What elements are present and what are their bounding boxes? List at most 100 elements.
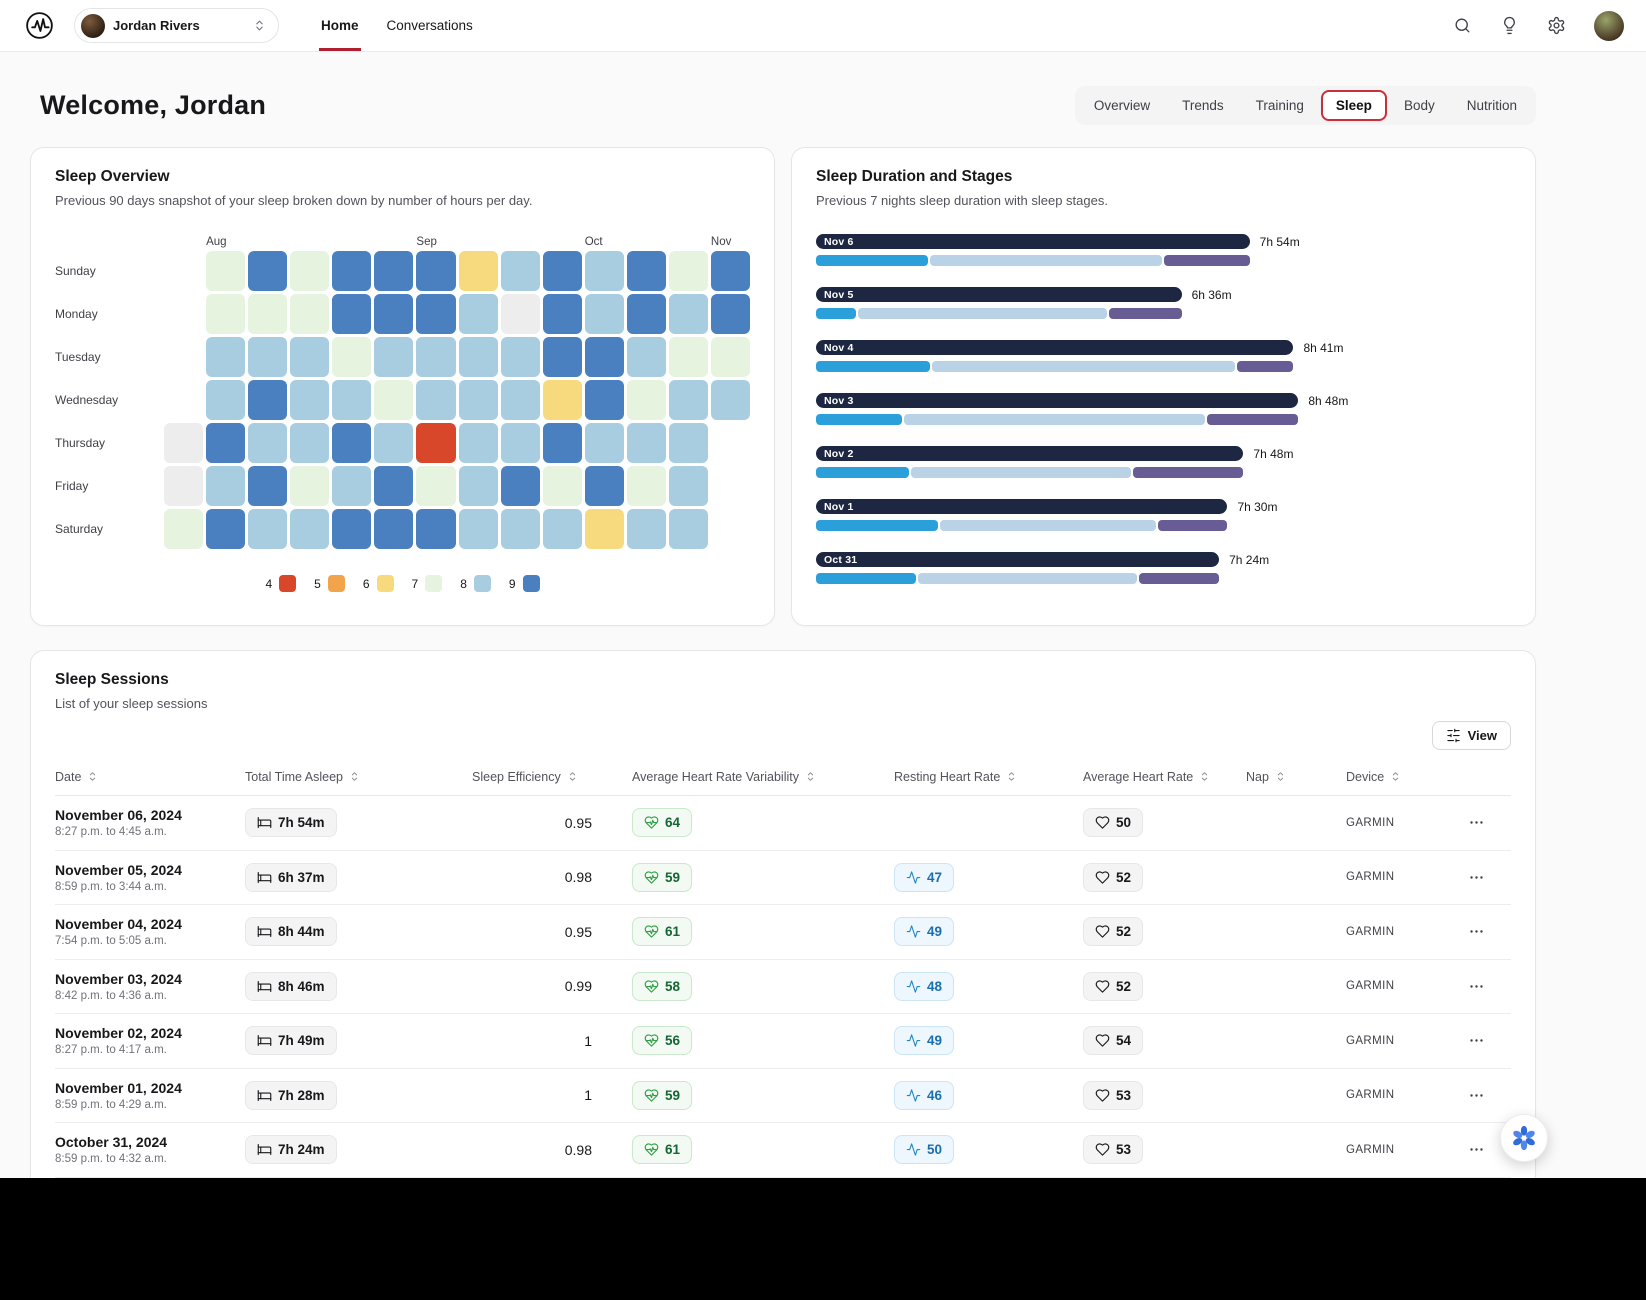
session-time-range: 7:54 p.m. to 5:05 a.m. bbox=[55, 935, 167, 948]
total-time-asleep-badge: 8h 44m bbox=[245, 917, 337, 947]
heatmap-cell bbox=[500, 509, 540, 549]
column-header-average-heart-rate[interactable]: Average Heart Rate bbox=[1083, 770, 1246, 784]
row-menu-button[interactable] bbox=[1464, 1083, 1489, 1108]
view-button-label: View bbox=[1467, 728, 1497, 743]
heatmap-month-label bbox=[669, 230, 708, 248]
sleep-efficiency-value: 1 bbox=[584, 1087, 592, 1104]
bed-icon bbox=[257, 926, 272, 938]
main-content: Welcome, Jordan Overview Trends Training Sl… bbox=[0, 86, 1646, 1199]
night-date-label: Nov 6 bbox=[824, 235, 854, 248]
column-header-sleep-efficiency[interactable]: Sleep Efficiency bbox=[472, 770, 632, 784]
heatmap-cell bbox=[332, 337, 372, 377]
column-header-device[interactable]: Device bbox=[1346, 770, 1441, 784]
bottom-band bbox=[0, 1178, 1646, 1300]
heatmap-cell bbox=[332, 251, 372, 291]
row-menu-button[interactable] bbox=[1464, 865, 1489, 890]
gear-icon[interactable] bbox=[1547, 16, 1566, 35]
heatmap-blank bbox=[711, 466, 750, 506]
ellipsis-icon bbox=[1469, 930, 1483, 933]
heart-icon bbox=[1095, 1089, 1110, 1102]
heatmap-month-label bbox=[290, 230, 329, 248]
tab-body[interactable]: Body bbox=[1389, 90, 1450, 121]
row-menu-button[interactable] bbox=[1464, 1028, 1489, 1053]
sleep-duration-card: Sleep Duration and Stages Previous 7 nig… bbox=[791, 147, 1536, 626]
nav-link-conversations[interactable]: Conversations bbox=[386, 18, 473, 33]
session-date: November 05, 2024 bbox=[55, 861, 182, 878]
heatmap-legend: 4 5 6 7 8 9 bbox=[55, 575, 750, 592]
view-button[interactable]: View bbox=[1431, 721, 1511, 750]
team-selector[interactable]: Jordan Rivers bbox=[74, 8, 279, 43]
night-stages-bar bbox=[816, 414, 1299, 425]
assistant-fab[interactable] bbox=[1500, 1114, 1548, 1162]
heatmap-month-label bbox=[164, 230, 203, 248]
column-header-resting-heart-rate[interactable]: Resting Heart Rate bbox=[894, 770, 1083, 784]
row-menu-button[interactable] bbox=[1464, 1137, 1489, 1162]
lightbulb-icon[interactable] bbox=[1500, 16, 1519, 35]
tab-overview[interactable]: Overview bbox=[1079, 90, 1165, 121]
tab-training[interactable]: Training bbox=[1241, 90, 1319, 121]
hrv-badge: 64 bbox=[632, 808, 693, 838]
hrv-badge: 61 bbox=[632, 917, 693, 947]
stage-deep-segment bbox=[816, 361, 930, 372]
session-date: November 02, 2024 bbox=[55, 1025, 182, 1042]
heatmap-cell bbox=[248, 294, 288, 334]
bed-icon bbox=[257, 1035, 272, 1047]
session-time-range: 8:59 p.m. to 4:29 a.m. bbox=[55, 1098, 167, 1111]
bed-icon bbox=[257, 1144, 272, 1156]
navbar-right bbox=[1453, 0, 1624, 51]
user-avatar[interactable] bbox=[1594, 10, 1624, 41]
row-menu-button[interactable] bbox=[1464, 974, 1489, 999]
heatmap-cell bbox=[458, 423, 498, 463]
bed-icon bbox=[257, 817, 272, 829]
total-time-asleep-badge: 7h 54m bbox=[245, 808, 337, 838]
pulse-icon bbox=[906, 871, 921, 884]
device-label: GARMIN bbox=[1346, 925, 1395, 938]
column-header-average-heart-rate-variability[interactable]: Average Heart Rate Variability bbox=[632, 770, 894, 784]
night-duration-bar: Nov 5 bbox=[816, 287, 1182, 302]
table-row: November 01, 2024 8:59 p.m. to 4:29 a.m. 7… bbox=[55, 1069, 1511, 1123]
heatmap-cell bbox=[584, 423, 624, 463]
heart-pulse-icon bbox=[644, 980, 659, 993]
heatmap-cell bbox=[542, 466, 582, 506]
page-title: Welcome, Jordan bbox=[40, 90, 267, 120]
column-header-date[interactable]: Date bbox=[55, 770, 245, 784]
heatmap-cell bbox=[458, 380, 498, 420]
stage-deep-segment bbox=[816, 255, 928, 266]
heatmap-corner bbox=[55, 230, 161, 248]
tab-trends[interactable]: Trends bbox=[1167, 90, 1239, 121]
search-icon[interactable] bbox=[1453, 16, 1472, 35]
tab-nutrition[interactable]: Nutrition bbox=[1452, 90, 1532, 121]
row-menu-button[interactable] bbox=[1464, 810, 1489, 835]
column-header-nap[interactable]: Nap bbox=[1246, 770, 1346, 784]
session-date: November 06, 2024 bbox=[55, 807, 182, 824]
heatmap-cell bbox=[626, 380, 666, 420]
sleep-efficiency-value: 0.95 bbox=[564, 923, 592, 940]
heatmap-blank bbox=[711, 509, 750, 549]
row-menu-button[interactable] bbox=[1464, 919, 1489, 944]
heatmap-cell bbox=[248, 380, 288, 420]
legend-swatch bbox=[473, 575, 491, 592]
heatmap-cell bbox=[248, 423, 288, 463]
legend-value: 9 bbox=[508, 576, 516, 591]
sort-icon bbox=[569, 772, 575, 781]
column-header-total-time-asleep[interactable]: Total Time Asleep bbox=[245, 770, 472, 784]
heatmap-cell bbox=[164, 466, 204, 506]
total-time-asleep-badge: 6h 37m bbox=[245, 862, 337, 892]
sort-icon bbox=[1202, 772, 1208, 781]
heatmap-cell bbox=[290, 509, 330, 549]
bed-icon bbox=[257, 871, 272, 883]
night-duration-label: 7h 24m bbox=[1229, 552, 1270, 567]
heatmap-cell bbox=[206, 380, 246, 420]
nav-link-home[interactable]: Home bbox=[319, 0, 361, 51]
app-logo-icon[interactable] bbox=[22, 9, 56, 43]
heatmap-cell bbox=[248, 509, 288, 549]
sleep-efficiency-value: 0.95 bbox=[564, 814, 592, 831]
heatmap-cell bbox=[626, 423, 666, 463]
sort-icon bbox=[1009, 772, 1015, 781]
tab-sleep[interactable]: Sleep bbox=[1320, 90, 1387, 121]
sleep-efficiency-value: 0.99 bbox=[564, 978, 592, 995]
heatmap-cell bbox=[332, 423, 372, 463]
heatmap-cell bbox=[668, 466, 708, 506]
night-date-label: Nov 1 bbox=[824, 500, 854, 513]
